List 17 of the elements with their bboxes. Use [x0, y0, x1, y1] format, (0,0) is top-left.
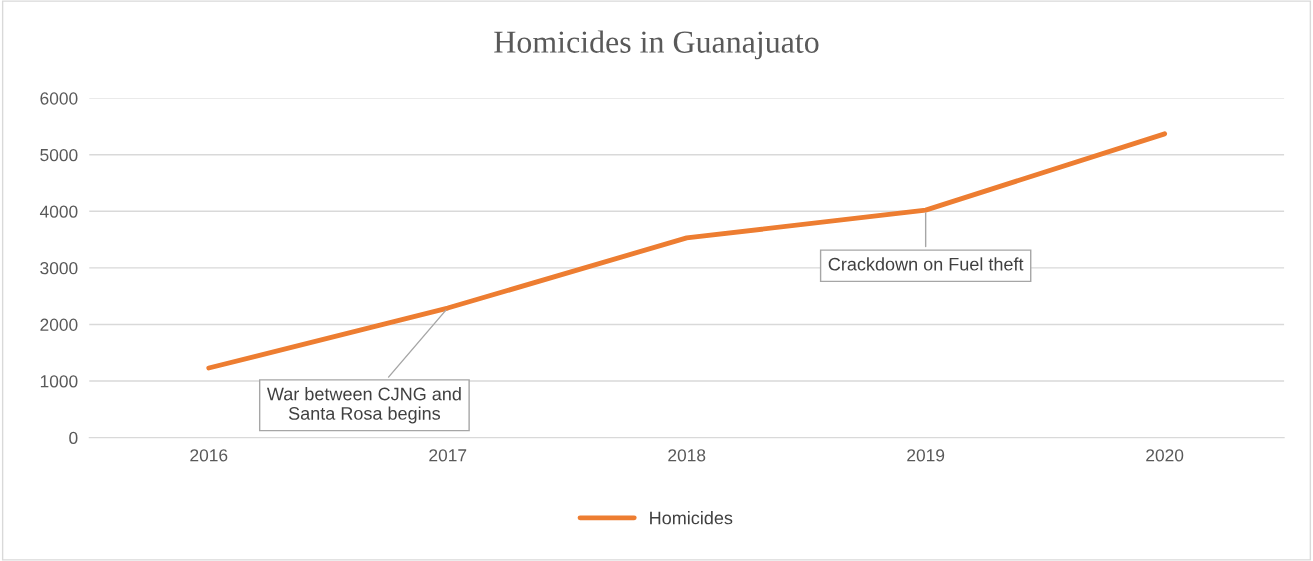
- annotation: Crackdown on Fuel theft: [828, 257, 1024, 271]
- y-tick-label: 2000: [40, 318, 78, 331]
- y-tick-label: 0: [69, 431, 78, 445]
- annotation: War between CJNG and Santa Rosa begins: [266, 387, 461, 424]
- x-tick-label: 2017: [429, 449, 467, 462]
- y-tick-label: 3000: [40, 262, 78, 275]
- y-tick-label: 4000: [39, 205, 78, 218]
- y-tick-label: 6000: [40, 92, 78, 105]
- y-tick-label: 1000: [40, 375, 78, 388]
- x-tick-label: 2020: [1146, 449, 1184, 462]
- line-series: [206, 131, 1168, 371]
- x-tick-label: 2016: [190, 449, 228, 462]
- y-tick-label: 5000: [40, 148, 78, 162]
- legend-label: Homicides: [650, 511, 733, 525]
- x-tick-label: 2019: [907, 449, 945, 462]
- x-tick-label: 2018: [668, 449, 706, 462]
- chart-title: Homicides in Guanajuato: [494, 30, 819, 60]
